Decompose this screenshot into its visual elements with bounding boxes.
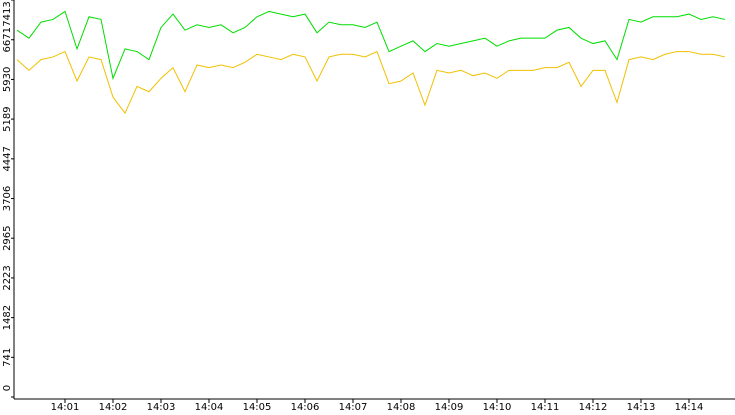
y-tick-label: 741	[2, 348, 13, 367]
y-tick-label: 1482	[2, 305, 13, 330]
x-tick-label: 14:10	[483, 402, 512, 413]
x-tick-label: 14:02	[99, 402, 128, 413]
x-tick-label: 14:06	[291, 402, 320, 413]
x-tick-label: 14:03	[147, 402, 176, 413]
y-tick-label: 2965	[2, 225, 13, 250]
y-tick-label: 3706	[2, 186, 13, 211]
y-tick-label: 0	[2, 385, 13, 391]
y-tick-label: 7413	[2, 1, 13, 26]
x-tick-label: 14:12	[579, 402, 608, 413]
x-tick-label: 14:11	[531, 402, 560, 413]
x-tick-label: 14:07	[339, 402, 368, 413]
y-tick-label: 5930	[2, 67, 13, 92]
y-tick-label: 4447	[2, 146, 13, 171]
series-line	[16, 50, 726, 115]
x-tick-label: 14:09	[435, 402, 464, 413]
series-line	[16, 10, 726, 81]
x-tick-label: 14:04	[195, 402, 224, 413]
plot-area	[14, 0, 735, 399]
x-tick-label: 14:08	[387, 402, 416, 413]
y-tick-label: 6671	[2, 27, 13, 52]
y-tick-label: 2223	[2, 265, 13, 290]
x-tick-label: 14:13	[627, 402, 656, 413]
x-tick-label: 14:14	[675, 402, 704, 413]
x-tick-label: 14:05	[243, 402, 272, 413]
y-tick-label: 5189	[2, 106, 13, 131]
x-tick-label: 14:01	[51, 402, 80, 413]
